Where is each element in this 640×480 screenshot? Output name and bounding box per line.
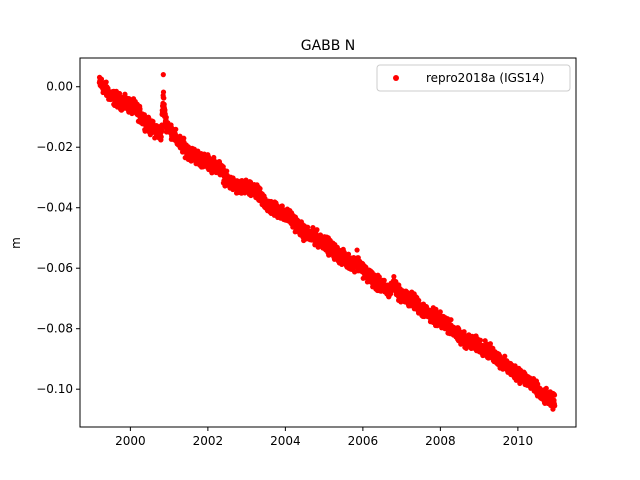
data-point-outlier — [354, 247, 360, 253]
data-point — [158, 134, 164, 140]
data-point — [161, 101, 167, 107]
data-point — [173, 126, 179, 132]
data-point — [416, 297, 422, 304]
data-point — [448, 317, 454, 323]
y-tick-label: −0.10 — [36, 382, 73, 396]
x-tick-label: 2000 — [115, 434, 146, 448]
y-axis: 0.00 −0.02 −0.04 −0.06 −0.08 −0.10 — [36, 80, 80, 396]
x-tick-label: 2002 — [193, 434, 224, 448]
data-point — [305, 224, 311, 230]
chart-title: GABB N — [301, 38, 356, 54]
data-point — [162, 107, 168, 113]
legend: repro2018a (IGS14) — [376, 64, 571, 92]
data-point — [310, 225, 316, 231]
data-point — [161, 95, 167, 101]
data-point — [103, 79, 109, 85]
data-point — [552, 403, 558, 409]
legend-marker — [393, 75, 399, 81]
legend-box — [376, 64, 571, 92]
data-point-outlier — [160, 72, 166, 78]
data-point-outlier — [391, 277, 397, 283]
x-tick-label: 2008 — [425, 434, 456, 448]
data-point — [551, 392, 558, 398]
data-point — [122, 91, 128, 97]
y-tick-label: −0.06 — [36, 261, 73, 275]
data-point — [314, 227, 320, 233]
data-point-outlier — [162, 111, 168, 117]
x-tick-label: 2010 — [503, 434, 534, 448]
x-tick-label: 2006 — [348, 434, 379, 448]
data-point — [535, 381, 541, 387]
y-tick-label: 0.00 — [46, 80, 73, 94]
data-point — [543, 385, 549, 391]
plot-area — [96, 72, 558, 412]
data-point — [345, 251, 352, 257]
data-point — [502, 353, 508, 359]
data-point — [512, 363, 518, 369]
data-point — [437, 309, 443, 315]
data-point — [181, 135, 187, 141]
data-point — [224, 168, 230, 174]
data-point — [137, 106, 143, 112]
data-point — [160, 89, 167, 95]
data-point — [477, 337, 484, 343]
data-point — [257, 186, 263, 192]
axes-frame — [79, 57, 577, 428]
data-point — [381, 277, 387, 283]
x-tick-label: 2004 — [270, 434, 301, 448]
x-axis: 2000 2002 2004 2006 2008 2010 — [115, 427, 533, 448]
data-point — [98, 76, 105, 82]
legend-label: repro2018a (IGS14) — [426, 71, 544, 85]
data-point — [391, 273, 397, 280]
y-tick-label: −0.02 — [36, 140, 73, 154]
y-axis-label: m — [9, 237, 23, 249]
data-point — [116, 90, 123, 97]
y-tick-label: −0.08 — [36, 322, 73, 336]
y-tick-label: −0.04 — [36, 201, 73, 215]
data-point — [159, 127, 165, 133]
data-point — [376, 274, 382, 280]
